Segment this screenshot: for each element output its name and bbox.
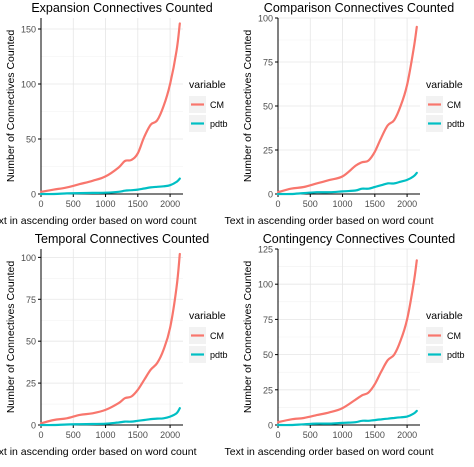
y-tick-label: 25 — [26, 379, 36, 389]
y-tick-label: 25 — [263, 385, 273, 395]
series-line-cm — [276, 259, 418, 424]
x-tick-label: 1000 — [333, 430, 353, 440]
x-tick-label: 500 — [66, 199, 81, 209]
y-tick-label: 100 — [21, 253, 36, 263]
legend-label-pdtb: pdtb — [447, 350, 465, 360]
y-tick-label: 0 — [268, 421, 273, 431]
series-line-cm — [276, 25, 418, 194]
x-tick-label: 500 — [303, 199, 318, 209]
x-tick-label: 500 — [66, 430, 81, 440]
y-tick-label: 50 — [26, 135, 36, 145]
y-tick-label: 100 — [21, 80, 36, 90]
legend-label-cm: CM — [210, 100, 224, 110]
panel-4: Contingency Connectives Counted 0 25 50 75 10… — [225, 232, 465, 458]
legend-label-pdtb: pdtb — [447, 119, 465, 129]
legend-label-cm: CM — [447, 100, 461, 110]
x-tick-label: 2000 — [160, 430, 180, 440]
plot-area — [41, 249, 183, 425]
x-tick-label: 1500 — [128, 199, 148, 209]
x-tick-label: 2000 — [160, 199, 180, 209]
y-tick-label: 125 — [258, 245, 273, 255]
y-tick-label: 25 — [263, 146, 273, 156]
chart-title: Comparison Connectives Counted — [264, 1, 454, 15]
legend-title: variable — [426, 79, 463, 91]
series-line-pdtb — [39, 177, 181, 196]
legend-title: variable — [189, 310, 226, 322]
y-tick-label: 0 — [268, 190, 273, 200]
x-axis-title: Text in ascending order based on word co… — [225, 215, 434, 227]
chart-title: Expansion Connectives Counted — [31, 1, 212, 15]
x-tick-label: 1500 — [128, 430, 148, 440]
series-line-pdtb — [39, 407, 181, 427]
legend-label-pdtb: pdtb — [210, 119, 228, 129]
y-tick-label: 150 — [21, 25, 36, 35]
x-tick-label: 0 — [275, 199, 280, 209]
legend-title: variable — [189, 79, 226, 91]
x-axis-title: Text in ascending order based on word co… — [0, 446, 197, 458]
x-tick-label: 1000 — [333, 199, 353, 209]
x-tick-label: 2000 — [397, 430, 417, 440]
y-tick-label: 100 — [258, 14, 273, 24]
legend-label-cm: CM — [210, 331, 224, 341]
x-axis-title: Text in ascending order based on word co… — [225, 446, 434, 458]
chart-title: Contingency Connectives Counted — [263, 232, 456, 246]
y-axis-title: Number of Connectives Counted — [242, 30, 254, 182]
y-axis-title: Number of Connectives Counted — [5, 261, 17, 413]
x-tick-label: 1000 — [96, 199, 116, 209]
legend-label-cm: CM — [447, 331, 461, 341]
y-tick-label: 75 — [263, 315, 273, 325]
chart-title: Temporal Connectives Counted — [35, 232, 209, 246]
y-tick-label: 75 — [26, 295, 36, 305]
x-axis-title: Text in ascending order based on word co… — [0, 215, 197, 227]
y-tick-label: 75 — [263, 58, 273, 68]
plot-area — [41, 18, 183, 194]
x-tick-label: 2000 — [397, 199, 417, 209]
series-line-pdtb — [276, 409, 418, 427]
x-tick-label: 1500 — [365, 199, 385, 209]
legend-label-pdtb: pdtb — [210, 350, 228, 360]
y-axis-title: Number of Connectives Counted — [242, 261, 254, 413]
y-tick-label: 50 — [26, 337, 36, 347]
x-tick-label: 0 — [38, 199, 43, 209]
series-line-cm — [39, 252, 181, 425]
y-tick-label: 50 — [263, 350, 273, 360]
y-tick-label: 100 — [258, 280, 273, 290]
x-tick-label: 0 — [38, 430, 43, 440]
y-tick-label: 0 — [31, 190, 36, 200]
x-tick-label: 1500 — [365, 430, 385, 440]
y-axis-title: Number of Connectives Counted — [5, 30, 17, 182]
legend-title: variable — [426, 310, 463, 322]
x-tick-label: 500 — [303, 430, 318, 440]
y-tick-label: 50 — [263, 102, 273, 112]
x-tick-label: 1000 — [96, 430, 116, 440]
series-line-pdtb — [276, 171, 418, 196]
series-line-cm — [39, 22, 181, 193]
panel-2: Comparison Connectives Counted 0 25 50 75 100… — [225, 1, 465, 227]
y-tick-label: 0 — [31, 421, 36, 431]
x-tick-label: 0 — [275, 430, 280, 440]
